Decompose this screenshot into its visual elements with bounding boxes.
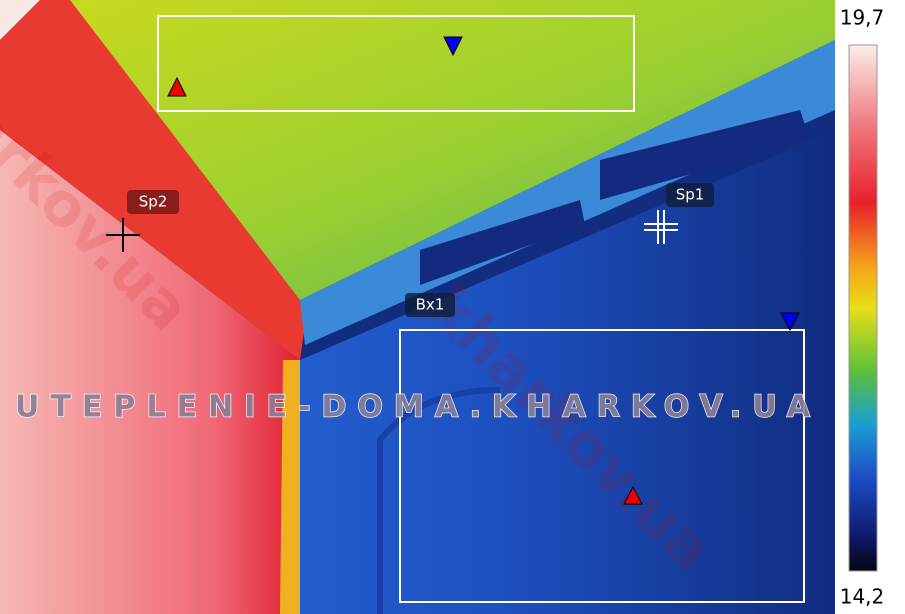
spot-label: Sp2	[139, 193, 168, 211]
thermal-screen: kharkov.ua kharkov.ua Sp2 Sp1 Bx1 UTEPLE…	[0, 0, 905, 614]
box-label: Bx1	[416, 296, 445, 314]
scale-max: 19,7	[840, 6, 885, 30]
scale-min: 14,2	[840, 585, 885, 609]
spot-label: Sp1	[676, 186, 705, 204]
color-scale	[849, 45, 877, 571]
